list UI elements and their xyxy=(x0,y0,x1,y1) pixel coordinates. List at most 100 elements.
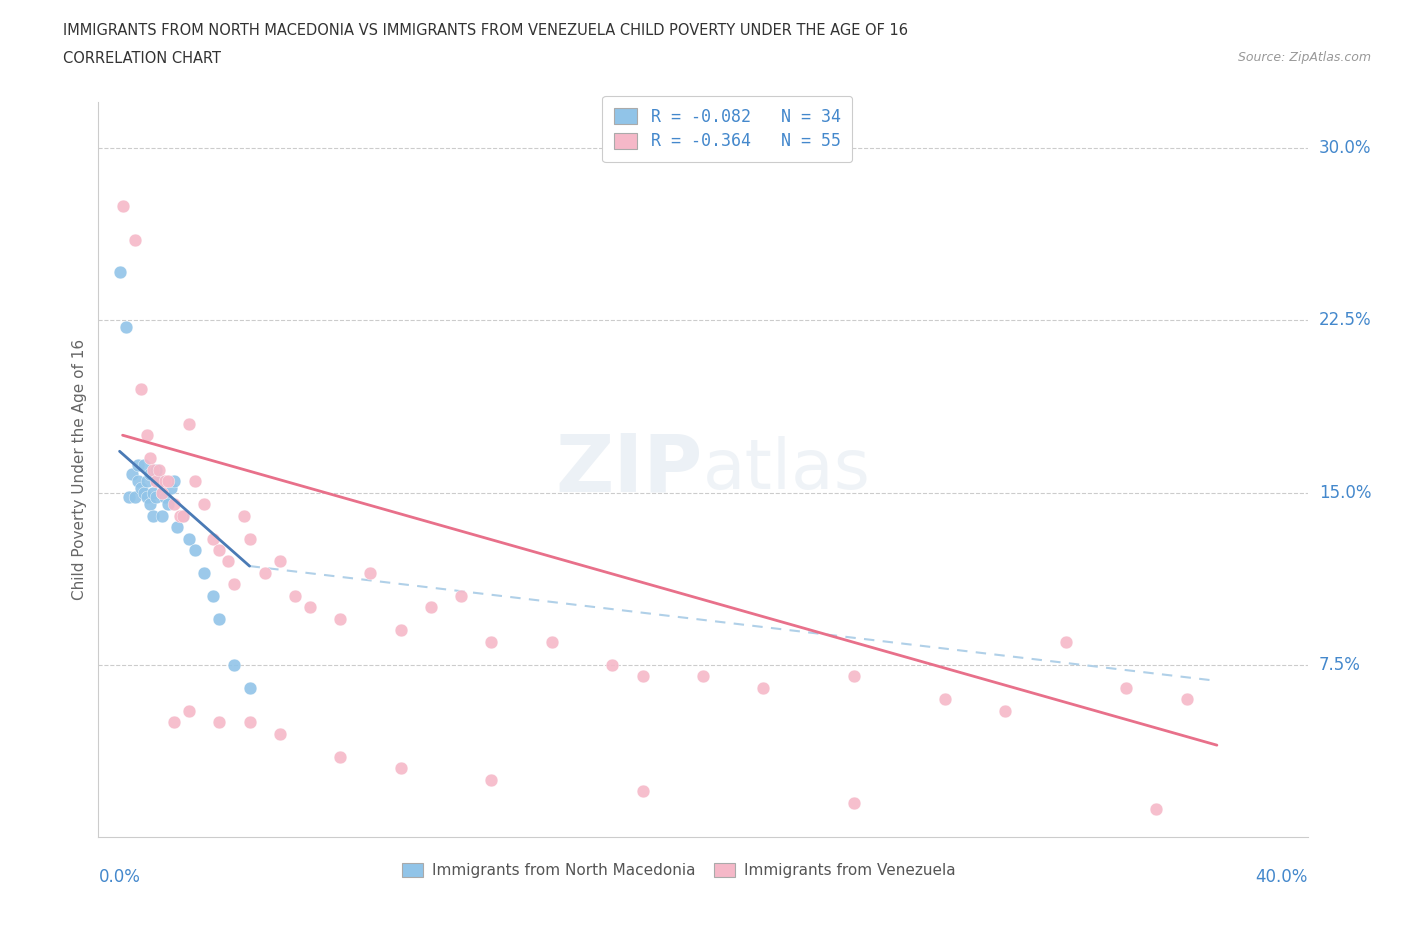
Point xyxy=(145,490,167,505)
Point xyxy=(135,473,157,488)
Point xyxy=(1115,681,1137,696)
Point xyxy=(193,497,215,512)
Point xyxy=(202,531,225,546)
Point xyxy=(752,681,775,696)
Point xyxy=(135,490,157,505)
Point xyxy=(239,531,262,546)
Point xyxy=(631,669,654,684)
Point xyxy=(148,473,170,488)
Point xyxy=(184,542,207,557)
Point xyxy=(145,473,167,488)
Point xyxy=(1054,634,1077,649)
Point xyxy=(329,750,352,764)
Text: IMMIGRANTS FROM NORTH MACEDONIA VS IMMIGRANTS FROM VENEZUELA CHILD POVERTY UNDER: IMMIGRANTS FROM NORTH MACEDONIA VS IMMIG… xyxy=(63,23,908,38)
Point xyxy=(631,784,654,799)
Point xyxy=(217,554,239,569)
Point xyxy=(124,490,146,505)
Point xyxy=(148,462,170,477)
Point xyxy=(121,467,143,482)
Text: CORRELATION CHART: CORRELATION CHART xyxy=(63,51,221,66)
Point xyxy=(156,497,179,512)
Point xyxy=(692,669,714,684)
Point xyxy=(127,473,149,488)
Text: 22.5%: 22.5% xyxy=(1319,312,1371,329)
Point xyxy=(150,485,173,500)
Point xyxy=(202,589,225,604)
Point xyxy=(127,458,149,472)
Point xyxy=(156,473,179,488)
Point xyxy=(145,462,167,477)
Point xyxy=(232,508,254,523)
Point xyxy=(160,481,183,496)
Text: atlas: atlas xyxy=(703,436,870,503)
Point xyxy=(844,795,866,810)
Y-axis label: Child Poverty Under the Age of 16: Child Poverty Under the Age of 16 xyxy=(72,339,87,600)
Point xyxy=(179,531,201,546)
Point xyxy=(360,565,382,580)
Point xyxy=(208,715,231,730)
Point xyxy=(166,520,188,535)
Point xyxy=(284,589,307,604)
Point xyxy=(169,508,191,523)
Point xyxy=(253,565,276,580)
Point xyxy=(142,485,165,500)
Point xyxy=(193,565,215,580)
Point xyxy=(208,611,231,626)
Text: 7.5%: 7.5% xyxy=(1319,656,1361,674)
Point xyxy=(129,481,152,496)
Point xyxy=(179,417,201,432)
Legend: Immigrants from North Macedonia, Immigrants from Venezuela: Immigrants from North Macedonia, Immigra… xyxy=(395,857,962,884)
Point xyxy=(540,634,562,649)
Point xyxy=(142,508,165,523)
Point xyxy=(481,772,503,787)
Point xyxy=(208,542,231,557)
Point xyxy=(139,451,162,466)
Point xyxy=(389,623,412,638)
Point xyxy=(163,715,186,730)
Point xyxy=(224,577,246,591)
Point xyxy=(142,462,165,477)
Point xyxy=(269,554,291,569)
Point xyxy=(139,467,162,482)
Point xyxy=(132,485,155,500)
Point xyxy=(139,497,162,512)
Point xyxy=(269,726,291,741)
Point xyxy=(389,761,412,776)
Point xyxy=(132,458,155,472)
Point xyxy=(150,508,173,523)
Point xyxy=(420,600,443,615)
Text: ZIP: ZIP xyxy=(555,431,703,509)
Point xyxy=(150,485,173,500)
Point xyxy=(172,508,194,523)
Point xyxy=(994,703,1017,718)
Text: 0.0%: 0.0% xyxy=(98,868,141,885)
Point xyxy=(135,428,157,443)
Point xyxy=(114,320,136,335)
Point xyxy=(108,265,131,280)
Point xyxy=(239,715,262,730)
Point xyxy=(153,473,176,488)
Point xyxy=(844,669,866,684)
Point xyxy=(602,658,624,672)
Text: 30.0%: 30.0% xyxy=(1319,140,1371,157)
Point xyxy=(172,508,194,523)
Point xyxy=(239,681,262,696)
Point xyxy=(224,658,246,672)
Point xyxy=(163,497,186,512)
Point xyxy=(118,490,141,505)
Point xyxy=(299,600,322,615)
Point xyxy=(450,589,472,604)
Text: 15.0%: 15.0% xyxy=(1319,484,1371,501)
Point xyxy=(179,703,201,718)
Point xyxy=(1144,802,1167,817)
Point xyxy=(184,473,207,488)
Point xyxy=(481,634,503,649)
Point xyxy=(1175,692,1198,707)
Point xyxy=(124,232,146,247)
Point xyxy=(934,692,956,707)
Point xyxy=(153,490,176,505)
Point xyxy=(329,611,352,626)
Point xyxy=(163,473,186,488)
Text: Source: ZipAtlas.com: Source: ZipAtlas.com xyxy=(1237,51,1371,64)
Point xyxy=(111,198,134,213)
